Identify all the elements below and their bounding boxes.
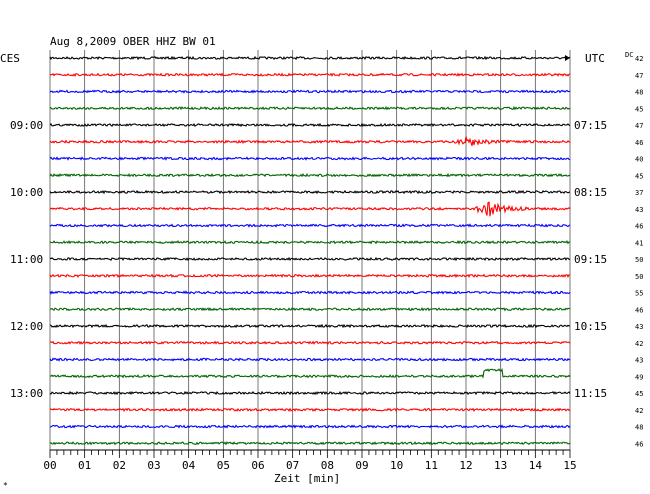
- left-zone-label: CES: [0, 52, 20, 65]
- x-tick-label-15: 15: [563, 459, 576, 472]
- trace-21: [49, 407, 571, 412]
- x-tick-label-11: 11: [425, 459, 438, 472]
- right-hour-label-1: 08:15: [574, 186, 607, 199]
- x-tick-label-00: 00: [43, 459, 56, 472]
- trace-0: [49, 55, 571, 61]
- trace-19: [49, 367, 571, 379]
- x-tick-label-14: 14: [529, 459, 543, 472]
- x-tick-label-04: 04: [182, 459, 196, 472]
- dc-value-13: 50: [635, 273, 643, 281]
- x-tick-label-01: 01: [78, 459, 91, 472]
- trace-2: [49, 89, 571, 94]
- left-hour-label-4: 13:00: [10, 387, 43, 400]
- left-hour-label-2: 11:00: [10, 253, 43, 266]
- x-tick-label-02: 02: [113, 459, 126, 472]
- trace-8: [49, 189, 571, 195]
- trace-13: [49, 273, 571, 279]
- chart-labels: Aug 8,2009 OBER HHZ BW 01 CES UTC DC Zei…: [0, 35, 643, 490]
- trace-9: [49, 201, 571, 217]
- dc-value-18: 43: [635, 357, 643, 365]
- left-hour-label-1: 10:00: [10, 186, 43, 199]
- trace-14: [49, 290, 571, 295]
- x-axis: 00 01 02 03 04 05 06 07 08 09 10 11 12 13 14 15: [43, 449, 577, 472]
- dc-value-5: 46: [635, 139, 643, 147]
- trace-end-arrow: [565, 55, 570, 61]
- x-tick-label-03: 03: [147, 459, 160, 472]
- trace-3: [49, 105, 571, 111]
- trace-1: [49, 72, 571, 77]
- right-hour-label-2: 09:15: [574, 253, 607, 266]
- dc-value-23: 46: [635, 440, 643, 448]
- right-hour-label-4: 11:15: [574, 387, 607, 400]
- left-hour-label-0: 09:00: [10, 119, 43, 132]
- dc-label: DC: [625, 51, 633, 59]
- trace-18: [49, 357, 571, 362]
- chart-title: Aug 8,2009 OBER HHZ BW 01: [50, 35, 216, 48]
- dc-value-15: 46: [635, 306, 643, 314]
- trace-7: [49, 172, 571, 178]
- right-hour-label-3: 10:15: [574, 320, 607, 333]
- dc-value-2: 48: [635, 89, 643, 97]
- x-axis-label: Zeit [min]: [274, 472, 340, 485]
- x-tick-label-07: 07: [286, 459, 299, 472]
- left-hour-label-3: 12:00: [10, 320, 43, 333]
- dc-value-21: 42: [635, 407, 643, 415]
- trace-12: [49, 256, 571, 262]
- x-tick-label-08: 08: [321, 459, 334, 472]
- trace-15: [49, 307, 571, 312]
- trace-22: [49, 424, 571, 429]
- x-tick-label-06: 06: [251, 459, 264, 472]
- dc-value-14: 55: [635, 290, 643, 298]
- dc-value-7: 45: [635, 172, 643, 180]
- trace-17: [49, 340, 571, 345]
- x-tick-label-09: 09: [355, 459, 368, 472]
- dc-value-22: 48: [635, 424, 643, 432]
- dc-value-16: 43: [635, 323, 643, 331]
- x-tick-label-13: 13: [494, 459, 507, 472]
- trace-10: [49, 223, 571, 228]
- dc-value-20: 45: [635, 390, 643, 398]
- seismic-traces: [49, 55, 571, 446]
- dc-value-6: 40: [635, 156, 643, 164]
- x-tick-label-12: 12: [459, 459, 472, 472]
- dc-value-17: 42: [635, 340, 643, 348]
- dc-value-3: 45: [635, 105, 643, 113]
- trace-20: [49, 390, 571, 396]
- trace-23: [49, 441, 571, 446]
- dc-value-12: 50: [635, 256, 643, 264]
- x-tick-label-10: 10: [390, 459, 403, 472]
- right-hour-label-0: 07:15: [574, 119, 607, 132]
- dc-value-4: 47: [635, 122, 643, 130]
- dc-value-9: 43: [635, 206, 643, 214]
- dc-value-8: 37: [635, 189, 643, 197]
- trace-4: [49, 122, 571, 128]
- trace-16: [49, 323, 571, 329]
- trace-11: [49, 240, 571, 245]
- footer-mark: *: [3, 481, 8, 490]
- dc-value-1: 47: [635, 72, 643, 80]
- x-tick-label-05: 05: [217, 459, 230, 472]
- dc-value-10: 46: [635, 223, 643, 231]
- dc-value-19: 49: [635, 373, 643, 381]
- minute-grid: [49, 50, 571, 450]
- dc-value-11: 41: [635, 239, 643, 247]
- right-zone-label: UTC: [585, 52, 605, 65]
- dc-value-0: 42: [635, 55, 643, 63]
- trace-5: [49, 136, 571, 146]
- trace-6: [49, 156, 571, 161]
